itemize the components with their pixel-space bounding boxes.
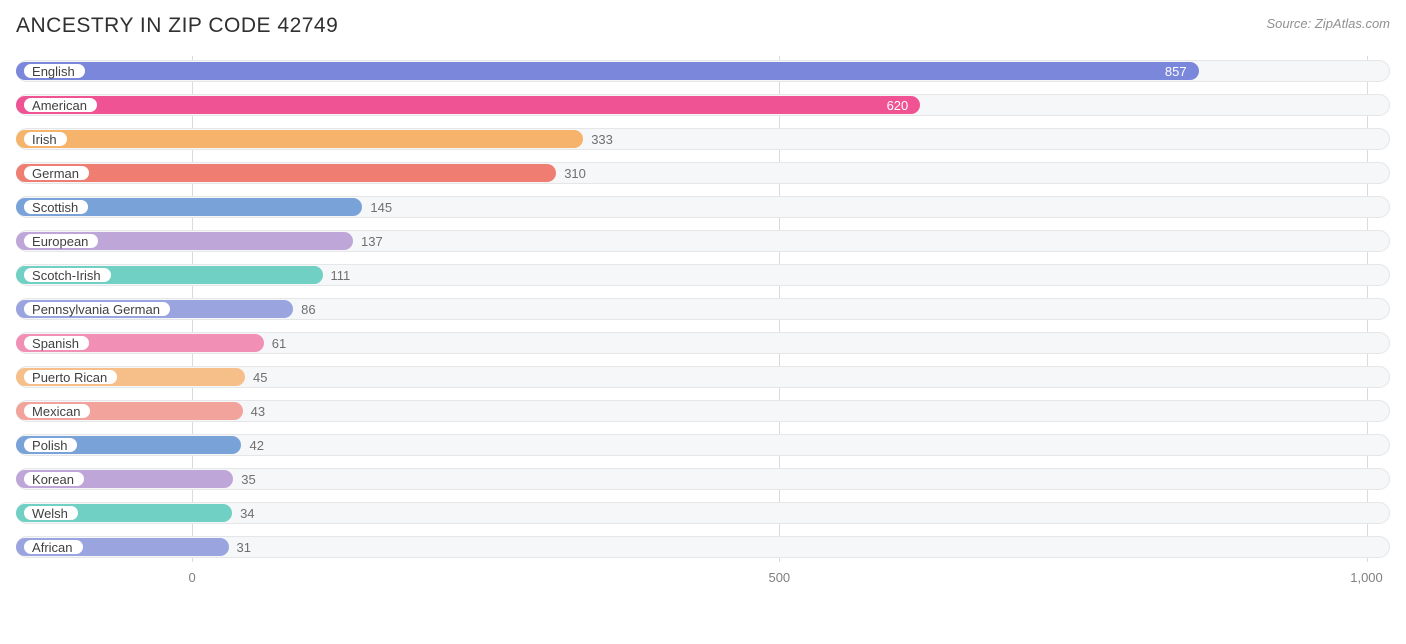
bar-fill — [16, 130, 583, 148]
bar-row: European 137 — [16, 226, 1390, 256]
value-label: 45 — [245, 362, 267, 392]
plot-area: English 857 American 620 Irish 333 German 310 Sc… — [16, 56, 1390, 562]
value-label: 42 — [241, 430, 263, 460]
value-label: 31 — [229, 532, 251, 562]
value-label: 137 — [353, 226, 383, 256]
bar-row: Mexican 43 — [16, 396, 1390, 426]
value-label: 34 — [232, 498, 254, 528]
value-label: 111 — [323, 260, 351, 290]
x-tick-label: 1,000 — [1350, 570, 1383, 585]
value-label: 310 — [556, 158, 586, 188]
category-pill: American — [23, 97, 98, 113]
category-pill: Pennsylvania German — [23, 301, 171, 317]
bar-row: English 857 — [16, 56, 1390, 86]
ancestry-bar-chart: English857American620Irish333German310Sc… — [16, 56, 1390, 590]
bar-row: Polish 42 — [16, 430, 1390, 460]
category-pill: Spanish — [23, 335, 90, 351]
category-pill: German — [23, 165, 90, 181]
bar-row: American 620 — [16, 90, 1390, 120]
source-attribution: Source: ZipAtlas.com — [1266, 16, 1390, 31]
value-label: 145 — [362, 192, 392, 222]
value-label: 86 — [293, 294, 315, 324]
bar-row: Pennsylvania German 86 — [16, 294, 1390, 324]
bar-row: Puerto Rican 45 — [16, 362, 1390, 392]
bar-row: Irish 333 — [16, 124, 1390, 154]
x-tick-label: 0 — [189, 570, 196, 585]
bar-row: Welsh 34 — [16, 498, 1390, 528]
bar-row: Spanish 61 — [16, 328, 1390, 358]
bar-row: Scotch-Irish 111 — [16, 260, 1390, 290]
value-label: 620 — [887, 90, 921, 120]
value-label: 35 — [233, 464, 255, 494]
bar-row: German 310 — [16, 158, 1390, 188]
category-pill: Korean — [23, 471, 85, 487]
bar-fill — [16, 164, 556, 182]
category-pill: Puerto Rican — [23, 369, 118, 385]
category-pill: English — [23, 63, 86, 79]
category-pill: Scottish — [23, 199, 89, 215]
bar-fill — [16, 62, 1199, 80]
category-pill: Scotch-Irish — [23, 267, 112, 283]
value-label: 43 — [243, 396, 265, 426]
value-label: 333 — [583, 124, 613, 154]
bar-row: Korean 35 — [16, 464, 1390, 494]
chart-title: ANCESTRY IN ZIP CODE 42749 — [16, 14, 338, 38]
bar-fill — [16, 96, 920, 114]
x-axis: 0 500 1,000 — [16, 566, 1390, 590]
category-pill: Irish — [23, 131, 68, 147]
header: ANCESTRY IN ZIP CODE 42749 Source: ZipAt… — [16, 14, 1390, 38]
category-pill: European — [23, 233, 99, 249]
category-pill: Polish — [23, 437, 78, 453]
bar-row: Scottish 145 — [16, 192, 1390, 222]
x-tick-label: 500 — [768, 570, 790, 585]
value-label: 61 — [264, 328, 286, 358]
category-pill: Welsh — [23, 505, 79, 521]
value-label: 857 — [1165, 56, 1199, 86]
bar-row: African 31 — [16, 532, 1390, 562]
category-pill: Mexican — [23, 403, 91, 419]
category-pill: African — [23, 539, 83, 555]
